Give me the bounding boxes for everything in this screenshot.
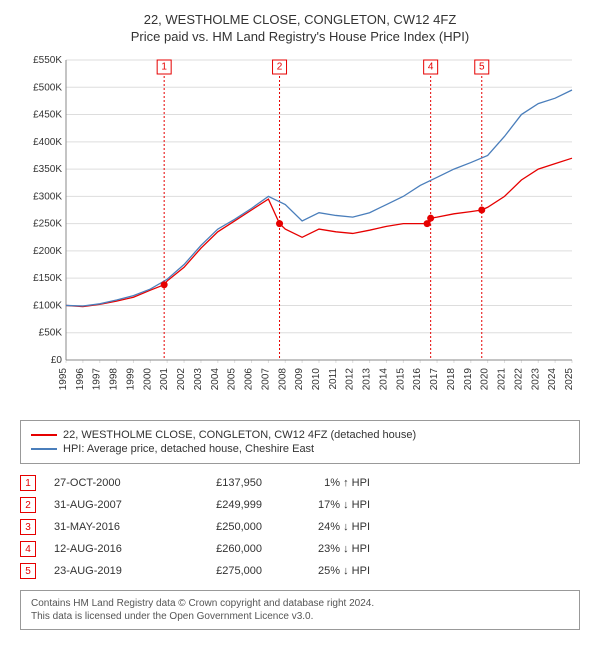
transaction-row: 5 23-AUG-2019 £275,000 25% ↓ HPI xyxy=(20,560,580,582)
svg-text:1: 1 xyxy=(161,62,167,73)
svg-text:£450K: £450K xyxy=(33,110,62,121)
svg-text:2007: 2007 xyxy=(260,368,271,391)
transaction-price: £260,000 xyxy=(182,543,262,555)
svg-text:2009: 2009 xyxy=(294,368,305,391)
svg-text:£350K: £350K xyxy=(33,164,62,175)
svg-text:2016: 2016 xyxy=(412,368,423,391)
legend-label: 22, WESTHOLME CLOSE, CONGLETON, CW12 4FZ… xyxy=(63,429,416,441)
transaction-price: £250,000 xyxy=(182,521,262,533)
svg-text:2006: 2006 xyxy=(244,368,255,391)
svg-text:1995: 1995 xyxy=(58,368,69,391)
price-chart: £0 £50K £100K £150K £200K £250K £300K £350K £400… xyxy=(20,52,580,412)
transaction-marker: 4 xyxy=(20,541,36,557)
svg-text:2015: 2015 xyxy=(395,368,406,391)
svg-text:2: 2 xyxy=(277,62,283,73)
page-subtitle: Price paid vs. HM Land Registry's House … xyxy=(10,29,590,44)
svg-text:£150K: £150K xyxy=(33,273,62,284)
svg-text:£500K: £500K xyxy=(33,82,62,93)
svg-text:2014: 2014 xyxy=(378,368,389,391)
svg-text:5: 5 xyxy=(479,62,485,73)
transaction-diff: 17% ↓ HPI xyxy=(280,499,370,511)
footer-line-1: Contains HM Land Registry data © Crown c… xyxy=(31,597,569,610)
transaction-row: 4 12-AUG-2016 £260,000 23% ↓ HPI xyxy=(20,538,580,560)
transaction-price: £275,000 xyxy=(182,565,262,577)
svg-text:2017: 2017 xyxy=(429,368,440,391)
svg-text:£200K: £200K xyxy=(33,246,62,257)
svg-text:2022: 2022 xyxy=(513,368,524,391)
transaction-marker: 3 xyxy=(20,519,36,535)
svg-text:£550K: £550K xyxy=(33,55,62,66)
svg-text:1996: 1996 xyxy=(75,368,86,391)
svg-text:4: 4 xyxy=(428,62,434,73)
transaction-diff: 25% ↓ HPI xyxy=(280,565,370,577)
svg-text:£50K: £50K xyxy=(39,328,63,339)
transaction-diff: 24% ↓ HPI xyxy=(280,521,370,533)
svg-text:£250K: £250K xyxy=(33,219,62,230)
svg-text:2025: 2025 xyxy=(564,368,575,391)
transactions-table: 1 27-OCT-2000 £137,950 1% ↑ HPI 2 31-AUG… xyxy=(20,472,580,582)
transaction-marker: 5 xyxy=(20,563,36,579)
svg-text:2000: 2000 xyxy=(142,368,153,391)
transaction-date: 31-AUG-2007 xyxy=(54,499,164,511)
svg-text:2008: 2008 xyxy=(277,368,288,391)
svg-text:2024: 2024 xyxy=(547,368,558,391)
svg-text:2002: 2002 xyxy=(176,368,187,391)
transaction-date: 27-OCT-2000 xyxy=(54,477,164,489)
svg-text:£0: £0 xyxy=(51,355,63,366)
svg-text:1999: 1999 xyxy=(125,368,136,391)
transaction-marker: 2 xyxy=(20,497,36,513)
transaction-date: 12-AUG-2016 xyxy=(54,543,164,555)
transaction-diff: 1% ↑ HPI xyxy=(280,477,370,489)
svg-text:2018: 2018 xyxy=(446,368,457,391)
svg-text:2003: 2003 xyxy=(193,368,204,391)
transaction-row: 2 31-AUG-2007 £249,999 17% ↓ HPI xyxy=(20,494,580,516)
legend-label: HPI: Average price, detached house, Ches… xyxy=(63,443,314,455)
legend-item: 22, WESTHOLME CLOSE, CONGLETON, CW12 4FZ… xyxy=(31,429,569,441)
svg-text:2005: 2005 xyxy=(227,368,238,391)
svg-text:2010: 2010 xyxy=(311,368,322,391)
svg-text:1997: 1997 xyxy=(92,368,103,391)
svg-text:1998: 1998 xyxy=(109,368,120,391)
legend: 22, WESTHOLME CLOSE, CONGLETON, CW12 4FZ… xyxy=(20,420,580,464)
footer-attribution: Contains HM Land Registry data © Crown c… xyxy=(20,590,580,630)
transaction-row: 3 31-MAY-2016 £250,000 24% ↓ HPI xyxy=(20,516,580,538)
legend-item: HPI: Average price, detached house, Ches… xyxy=(31,443,569,455)
svg-text:2020: 2020 xyxy=(480,368,491,391)
svg-text:2011: 2011 xyxy=(328,368,339,390)
svg-text:2023: 2023 xyxy=(530,368,541,391)
svg-text:2019: 2019 xyxy=(463,368,474,391)
svg-text:2004: 2004 xyxy=(210,368,221,391)
footer-line-2: This data is licensed under the Open Gov… xyxy=(31,610,569,623)
transaction-date: 31-MAY-2016 xyxy=(54,521,164,533)
svg-text:2012: 2012 xyxy=(345,368,356,391)
transaction-diff: 23% ↓ HPI xyxy=(280,543,370,555)
svg-text:£100K: £100K xyxy=(33,300,62,311)
svg-text:£400K: £400K xyxy=(33,137,62,148)
transaction-price: £249,999 xyxy=(182,499,262,511)
transaction-price: £137,950 xyxy=(182,477,262,489)
transaction-date: 23-AUG-2019 xyxy=(54,565,164,577)
svg-text:£300K: £300K xyxy=(33,191,62,202)
page-title: 22, WESTHOLME CLOSE, CONGLETON, CW12 4FZ xyxy=(10,12,590,27)
svg-text:2021: 2021 xyxy=(497,368,508,391)
svg-text:2001: 2001 xyxy=(159,368,170,391)
svg-text:2013: 2013 xyxy=(362,368,373,391)
transaction-marker: 1 xyxy=(20,475,36,491)
transaction-row: 1 27-OCT-2000 £137,950 1% ↑ HPI xyxy=(20,472,580,494)
